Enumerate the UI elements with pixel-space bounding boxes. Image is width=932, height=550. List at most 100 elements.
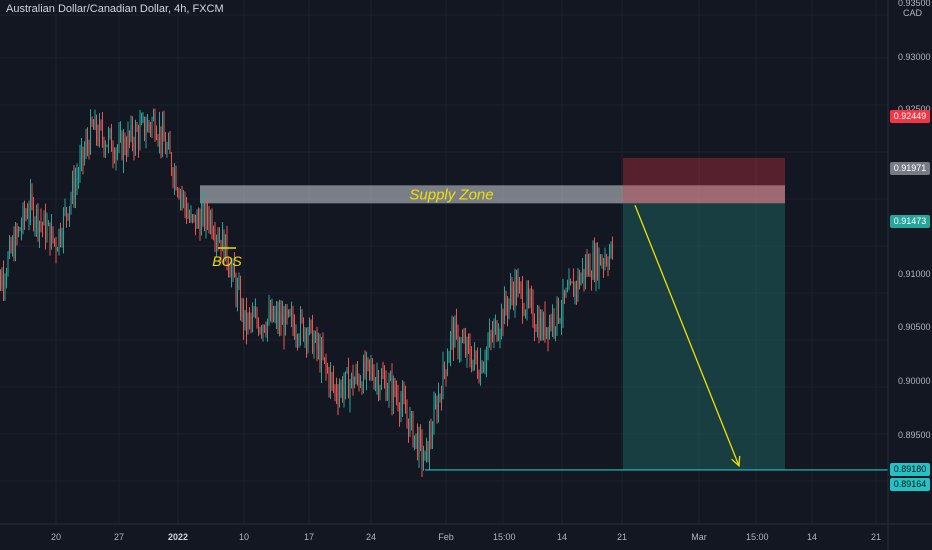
candle-body — [433, 406, 435, 434]
candle-body — [239, 286, 242, 317]
candle-body — [197, 214, 200, 221]
candle-body — [253, 315, 255, 317]
candle-body — [250, 317, 252, 322]
candle-body — [595, 248, 597, 278]
candle-body — [443, 363, 446, 371]
candle-body — [602, 261, 605, 265]
candle-body — [68, 206, 71, 218]
candle-body — [359, 384, 362, 386]
candle-body — [556, 298, 558, 328]
candle-body — [112, 151, 114, 156]
candle-body — [11, 240, 14, 252]
candle-body — [412, 414, 414, 446]
candle-body — [167, 141, 170, 148]
candle-body — [325, 358, 327, 368]
candle-body — [533, 323, 536, 329]
candle-body — [38, 221, 41, 233]
candle-body — [160, 126, 162, 146]
candle-body — [232, 262, 234, 269]
candle-body — [242, 303, 245, 326]
candle-body — [178, 192, 180, 199]
candle-body — [230, 268, 233, 278]
candle-body — [550, 320, 552, 327]
candle-body — [545, 327, 548, 337]
candle-body — [77, 174, 80, 179]
candle-body — [271, 306, 273, 320]
candle-body — [247, 315, 249, 330]
candle-body — [140, 119, 143, 124]
candle-body — [119, 133, 122, 137]
candle-body — [8, 241, 11, 256]
candle-body — [329, 373, 332, 388]
candle-body — [20, 227, 23, 231]
time-tick-label: 2022 — [168, 532, 189, 542]
candle-body — [463, 339, 465, 342]
candle-body — [575, 283, 578, 291]
candle-body — [512, 293, 515, 305]
candle-body — [65, 208, 68, 215]
candle-body — [509, 287, 512, 300]
candle-body — [293, 325, 296, 338]
candle-body — [70, 197, 72, 207]
time-tick-label: 15:00 — [746, 532, 769, 542]
candle-body — [431, 433, 434, 438]
candle-body — [41, 223, 44, 226]
candle-body — [584, 263, 587, 279]
time-tick-label: 10 — [238, 532, 249, 542]
time-tick-label: Feb — [438, 532, 454, 542]
candle-body — [445, 370, 447, 374]
candle-body — [436, 404, 438, 416]
candle-body — [58, 229, 60, 250]
candle-body — [163, 124, 165, 142]
candle-body — [469, 345, 471, 360]
currency-unit-label: CAD — [903, 8, 923, 18]
candle-body — [410, 414, 413, 417]
candle-body — [608, 253, 611, 267]
candle-body — [113, 155, 116, 160]
candle-body — [49, 222, 51, 248]
candle-body — [109, 129, 111, 134]
candle-body — [10, 241, 12, 252]
candle-body — [79, 158, 81, 175]
candle-body — [340, 383, 342, 392]
candle-body — [212, 233, 215, 237]
candle-body — [229, 270, 231, 278]
candle-body — [248, 315, 251, 318]
candle-body — [245, 310, 248, 330]
candle-body — [464, 339, 467, 354]
candle-body — [391, 377, 393, 403]
candle-body — [371, 366, 374, 378]
candle-body — [488, 333, 491, 344]
candle-body — [508, 299, 510, 313]
candle-body — [106, 144, 108, 147]
candle-body — [196, 214, 198, 229]
candle-body — [179, 193, 182, 199]
candle-body — [32, 201, 35, 227]
candle-body — [181, 193, 183, 197]
candle-body — [191, 215, 194, 217]
candle-body — [479, 362, 482, 382]
candle-body — [103, 139, 105, 151]
candle-body — [193, 214, 195, 217]
candle-body — [256, 313, 258, 323]
candle-body — [169, 141, 171, 154]
candle-body — [184, 195, 186, 207]
price-tick-label: 0.90500 — [898, 322, 931, 332]
candle-body — [529, 296, 531, 300]
candle-body — [583, 269, 585, 279]
candle-body — [571, 282, 573, 284]
candle-body — [547, 327, 549, 337]
candle-body — [214, 236, 216, 243]
candle-body — [350, 374, 353, 384]
candle-body — [461, 340, 464, 342]
candle-body — [349, 383, 351, 399]
candle-body — [424, 451, 426, 461]
candle-body — [274, 315, 276, 321]
candle-body — [203, 203, 206, 226]
candle-body — [481, 362, 483, 372]
candle-body — [124, 137, 126, 151]
price-tag-target: 0.89164 — [890, 478, 930, 491]
candle-body — [568, 281, 570, 290]
candle-body — [506, 306, 509, 313]
